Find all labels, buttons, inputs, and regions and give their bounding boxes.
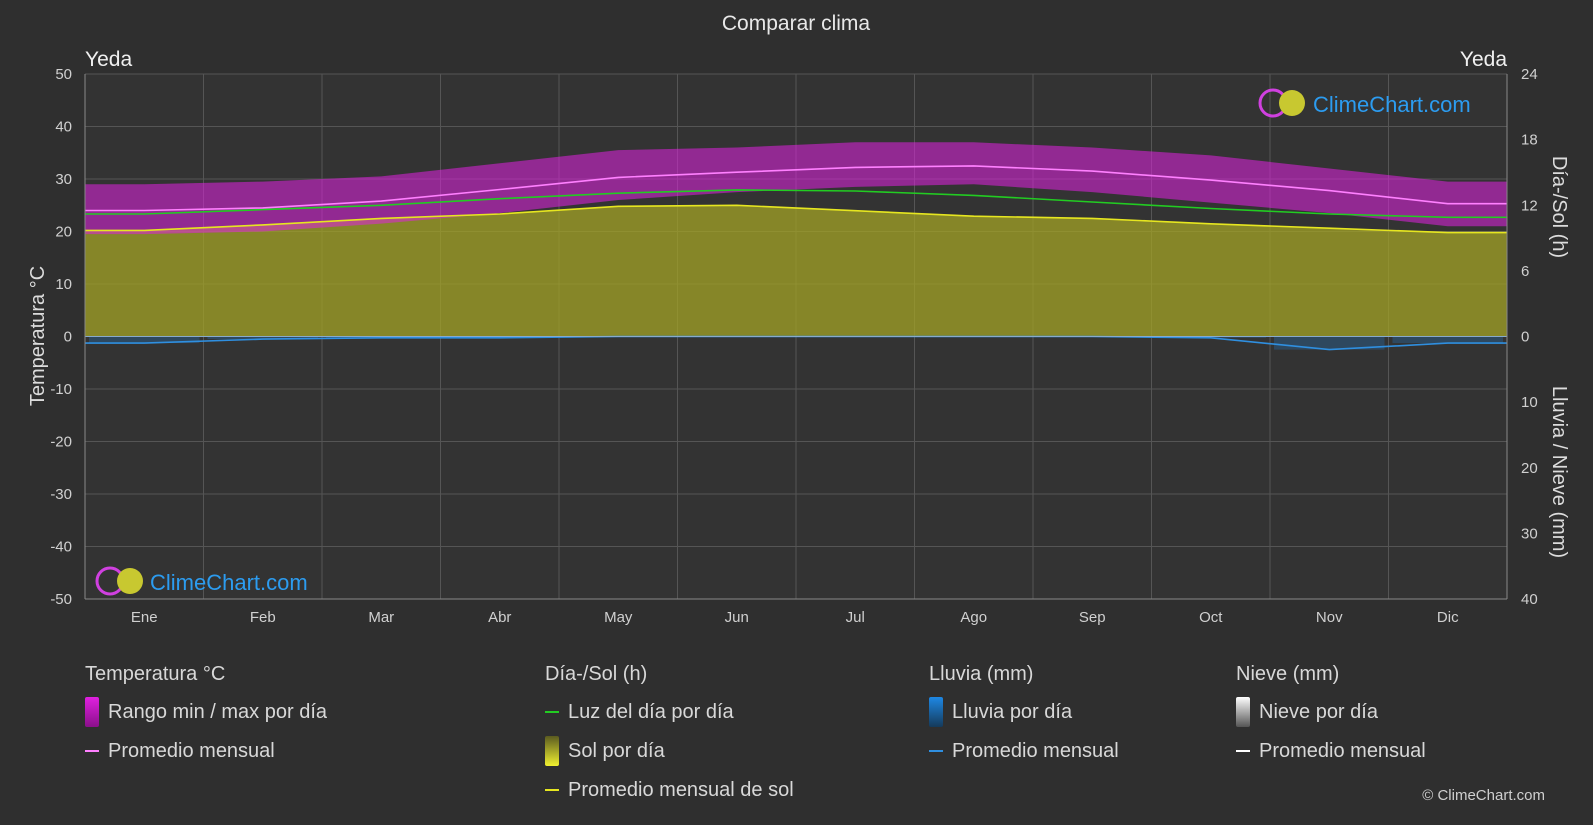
legend-snow-avg: Promedio mensual [1236, 739, 1426, 763]
temp-range-band [85, 142, 1507, 235]
y-left-tick-label: 50 [55, 66, 72, 83]
y-right-top-tick-label: 12 [1521, 197, 1538, 214]
legend-sun-avg: Promedio mensual de sol [545, 778, 794, 802]
x-tick-label: Feb [250, 609, 276, 626]
y-left-axis-label: Temperatura °C [27, 266, 49, 406]
y-left-tick-label: 0 [64, 329, 72, 346]
legend-rain-day-label: Lluvia por día [952, 700, 1073, 723]
legend-rain: Lluvia (mm) Lluvia por día Promedio mens… [929, 662, 1119, 778]
y-left-tick-label: -30 [50, 486, 72, 503]
legend-sunshine: Sol por día [545, 736, 794, 766]
legend-temp-avg-label: Promedio mensual [108, 739, 275, 762]
watermark-sun-icon [1279, 90, 1305, 116]
watermark-sun-icon [117, 568, 143, 594]
legend-temp-range: Rango min / max por día [85, 697, 327, 727]
y-left-tick-label: 10 [55, 276, 72, 293]
x-tick-label: Sep [1079, 609, 1106, 626]
legend-snow-day-label: Nieve por día [1259, 700, 1378, 723]
y-right-top-tick-label: 0 [1521, 329, 1529, 346]
rain-bar [1392, 336, 1503, 344]
x-tick-label: Dic [1437, 609, 1459, 626]
y-right-bottom-tick-label: 20 [1521, 460, 1538, 477]
y-left-tick-label: 30 [55, 171, 72, 188]
snow-avg-swatch [1236, 750, 1250, 752]
y-left-tick-label: -50 [50, 591, 72, 608]
y-right-top-axis-label: Día-/Sol (h) [1548, 156, 1570, 258]
legend-temp-avg: Promedio mensual [85, 739, 327, 763]
legend-snow-avg-label: Promedio mensual [1259, 739, 1426, 762]
snow-swatch [1236, 697, 1250, 727]
sunshine-area [85, 205, 1507, 337]
y-right-bottom-axis-label: Lluvia / Nieve (mm) [1548, 386, 1570, 558]
legend-snow: Nieve (mm) Nieve por día Promedio mensua… [1236, 662, 1426, 778]
y-left-tick-label: 40 [55, 119, 72, 136]
legend-sun-title: Día-/Sol (h) [545, 663, 648, 685]
daylight-swatch [545, 711, 559, 713]
y-left-tick-label: -20 [50, 434, 72, 451]
legend-daylight: Luz del día por día [545, 700, 794, 724]
legend-snow-day: Nieve por día [1236, 697, 1426, 727]
legend-temperature: Temperatura °C Rango min / max por día P… [85, 662, 327, 778]
x-tick-label: Nov [1316, 609, 1343, 626]
rain-swatch [929, 697, 943, 727]
y-right-bottom-tick-label: 40 [1521, 591, 1538, 608]
legend-rain-title: Lluvia (mm) [929, 663, 1034, 685]
rain-avg-swatch [929, 750, 943, 752]
legend-snow-title: Nieve (mm) [1236, 663, 1340, 685]
temp-avg-swatch [85, 750, 99, 752]
x-tick-label: Abr [488, 609, 511, 626]
data-marks [85, 142, 1507, 351]
y-left-tick-label: 20 [55, 224, 72, 241]
temp-avg-line [85, 165, 1507, 212]
temp-range-swatch [85, 697, 99, 727]
sun-avg-swatch [545, 789, 559, 791]
watermark-bottom-text: ClimeChart.com [150, 570, 308, 595]
legend-daylight-label: Luz del día por día [568, 700, 734, 723]
rain-bar [207, 336, 318, 340]
y-right-top-tick-label: 6 [1521, 263, 1529, 280]
legend-rain-day: Lluvia por día [929, 697, 1119, 727]
y-right-top-tick-label: 18 [1521, 132, 1538, 149]
watermark-bottom: ClimeChart.com [95, 566, 308, 596]
x-tick-label: Jun [725, 609, 749, 626]
x-tick-label: May [604, 609, 633, 626]
legend-rain-avg: Promedio mensual [929, 739, 1119, 763]
legend-rain-avg-label: Promedio mensual [952, 739, 1119, 762]
x-tick-label: Oct [1199, 609, 1223, 626]
y-left-tick-label: -10 [50, 381, 72, 398]
y-left-tick-label: -40 [50, 539, 72, 556]
watermark-top-text: ClimeChart.com [1313, 92, 1471, 117]
y-right-top-tick-label: 24 [1521, 66, 1538, 83]
legend-temp-range-label: Rango min / max por día [108, 700, 327, 723]
chart-title: Comparar clima [722, 12, 871, 35]
y-right-bottom-tick-label: 30 [1521, 525, 1538, 542]
location-right: Yeda [1460, 48, 1507, 71]
axes: 50 40 30 20 10 0 -10 -20 -30 -40 -50 24 18 12 6 0 10 20 30… [50, 66, 1537, 626]
watermark-top: ClimeChart.com [1258, 88, 1471, 118]
sunshine-swatch [545, 736, 559, 766]
sunshine-avg-line [85, 204, 1507, 234]
rain-bar [89, 336, 200, 344]
legend-temperature-title: Temperatura °C [85, 663, 226, 685]
copyright: © ClimeChart.com [1422, 787, 1545, 804]
daylight-line [85, 189, 1507, 219]
x-tick-label: Jul [846, 609, 865, 626]
y-right-bottom-tick-label: 10 [1521, 394, 1538, 411]
x-tick-label: Ago [960, 609, 987, 626]
legend-sunshine-label: Sol por día [568, 739, 665, 762]
legend-sun-avg-label: Promedio mensual de sol [568, 778, 794, 801]
legend-sun: Día-/Sol (h) Luz del día por día Sol por… [545, 662, 794, 817]
x-tick-label: Ene [131, 609, 158, 626]
x-tick-label: Mar [368, 609, 394, 626]
location-left: Yeda [85, 48, 132, 71]
